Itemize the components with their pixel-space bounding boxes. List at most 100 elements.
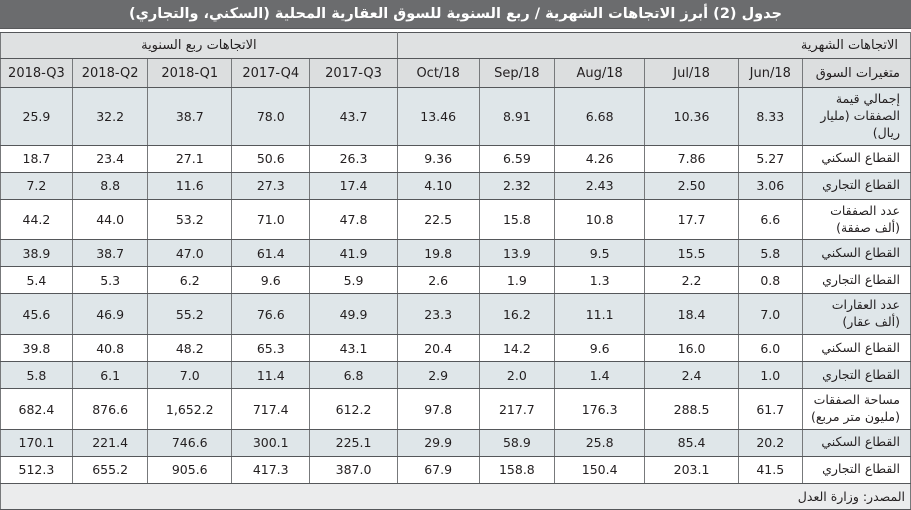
quarterly-value-cell: 9.6: [231, 266, 311, 295]
monthly-value-cell: 20.4: [396, 334, 480, 363]
monthly-value-cell: 4.10: [396, 171, 480, 200]
monthly-value-cell: 7.86: [644, 144, 739, 173]
quarterly-value-cell: 387.0: [309, 455, 398, 484]
quarterly-value-cell: 17.4: [309, 171, 398, 200]
monthly-value-cell: 2.32: [478, 171, 556, 200]
quarterly-value-cell: 32.2: [71, 87, 149, 146]
row-label: القطاع السكني: [801, 334, 911, 363]
quarterly-value-cell: 221.4: [71, 428, 149, 457]
quarterly-value-cell: 49.9: [309, 293, 398, 336]
quarterly-value-cell: 41.9: [309, 239, 398, 268]
row-label: القطاع التجاري: [801, 266, 911, 295]
quarterly-value-cell: 612.2: [309, 388, 398, 430]
column-header-quarter: 2017-Q3: [309, 58, 398, 88]
quarterly-value-cell: 417.3: [231, 455, 311, 484]
quarterly-value-cell: 65.3: [231, 334, 311, 363]
table-body: 25.9 32.2 38.7 78.0 43.7 13.46 8.91 6.68 10.36 8.…: [0, 87, 911, 484]
column-header-quarter: 2017-Q4: [231, 58, 311, 88]
row-label: القطاع السكني: [801, 239, 911, 268]
quarterly-value-cell: 71.0: [231, 198, 311, 241]
table-row: 7.2 8.8 11.6 27.3 17.4 4.10 2.32 2.43 2.50 3.06 ال…: [0, 171, 911, 200]
row-label: القطاع السكني: [801, 144, 911, 173]
monthly-value-cell: 13.46: [396, 87, 480, 146]
monthly-value-cell: 16.0: [644, 334, 739, 363]
monthly-value-cell: 6.59: [478, 144, 556, 173]
quarterly-value-cell: 25.9: [0, 87, 73, 146]
column-header-month: Jun/18: [737, 58, 803, 88]
quarterly-value-cell: 27.1: [147, 144, 233, 173]
real-estate-trends-table: الاتجاهات ربع السنوية الاتجاهات الشهرية …: [0, 32, 911, 510]
row-label: القطاع التجاري: [801, 455, 911, 484]
monthly-value-cell: 85.4: [644, 428, 739, 457]
monthly-value-cell: 15.5: [644, 239, 739, 268]
table-row: 38.9 38.7 47.0 61.4 41.9 19.8 13.9 9.5 15.5 5.8 ال…: [0, 239, 911, 268]
monthly-value-cell: 288.5: [644, 388, 739, 430]
monthly-value-cell: 19.8: [396, 239, 480, 268]
monthly-value-cell: 6.6: [737, 198, 803, 241]
quarterly-trends-section-header: الاتجاهات ربع السنوية: [0, 32, 398, 59]
quarterly-value-cell: 717.4: [231, 388, 311, 430]
monthly-value-cell: 2.4: [644, 361, 739, 390]
table-row: 25.9 32.2 38.7 78.0 43.7 13.46 8.91 6.68 10.36 8.…: [0, 87, 911, 146]
column-header-quarter: 2018-Q1: [147, 58, 233, 88]
monthly-value-cell: 15.8: [478, 198, 556, 241]
monthly-value-cell: 9.5: [554, 239, 646, 268]
monthly-value-cell: 2.50: [644, 171, 739, 200]
source-note: المصدر: وزارة العدل: [0, 482, 911, 510]
monthly-value-cell: 7.0: [737, 293, 803, 336]
quarterly-value-cell: 512.3: [0, 455, 73, 484]
table-row: 18.7 23.4 27.1 50.6 26.3 9.36 6.59 4.26 7.86 5.27…: [0, 144, 911, 173]
monthly-value-cell: 2.6: [396, 266, 480, 295]
monthly-value-cell: 6.68: [554, 87, 646, 146]
monthly-value-cell: 9.36: [396, 144, 480, 173]
row-label: القطاع التجاري: [801, 361, 911, 390]
monthly-value-cell: 6.0: [737, 334, 803, 363]
quarterly-value-cell: 38.9: [0, 239, 73, 268]
quarterly-value-cell: 46.9: [71, 293, 149, 336]
quarterly-value-cell: 44.2: [0, 198, 73, 241]
monthly-value-cell: 10.36: [644, 87, 739, 146]
quarterly-value-cell: 23.4: [71, 144, 149, 173]
section-header-row: الاتجاهات ربع السنوية الاتجاهات الشهرية: [0, 32, 911, 59]
quarterly-value-cell: 5.9: [309, 266, 398, 295]
quarterly-value-cell: 27.3: [231, 171, 311, 200]
quarterly-value-cell: 53.2: [147, 198, 233, 241]
quarterly-value-cell: 39.8: [0, 334, 73, 363]
monthly-value-cell: 1.4: [554, 361, 646, 390]
row-label: إجمالي قيمة الصفقات (مليار ريال): [801, 87, 911, 146]
quarterly-value-cell: 47.0: [147, 239, 233, 268]
quarterly-value-cell: 43.1: [309, 334, 398, 363]
monthly-value-cell: 2.43: [554, 171, 646, 200]
monthly-trends-section-header: الاتجاهات الشهرية: [396, 32, 911, 59]
monthly-value-cell: 2.2: [644, 266, 739, 295]
monthly-value-cell: 25.8: [554, 428, 646, 457]
monthly-value-cell: 61.7: [737, 388, 803, 430]
quarterly-value-cell: 746.6: [147, 428, 233, 457]
quarterly-value-cell: 11.6: [147, 171, 233, 200]
table-row: 512.3 655.2 905.6 417.3 387.0 67.9 158.8 150.4 2…: [0, 455, 911, 484]
quarterly-value-cell: 170.1: [0, 428, 73, 457]
monthly-value-cell: 23.3: [396, 293, 480, 336]
monthly-value-cell: 150.4: [554, 455, 646, 484]
monthly-value-cell: 67.9: [396, 455, 480, 484]
monthly-value-cell: 14.2: [478, 334, 556, 363]
column-header-quarter: 2018-Q2: [71, 58, 149, 88]
monthly-value-cell: 20.2: [737, 428, 803, 457]
monthly-value-cell: 9.6: [554, 334, 646, 363]
monthly-value-cell: 203.1: [644, 455, 739, 484]
quarterly-value-cell: 26.3: [309, 144, 398, 173]
monthly-value-cell: 16.2: [478, 293, 556, 336]
quarterly-value-cell: 5.8: [0, 361, 73, 390]
quarterly-value-cell: 43.7: [309, 87, 398, 146]
monthly-value-cell: 1.9: [478, 266, 556, 295]
quarterly-value-cell: 18.7: [0, 144, 73, 173]
quarterly-value-cell: 5.3: [71, 266, 149, 295]
monthly-value-cell: 5.8: [737, 239, 803, 268]
table-row: 682.4 876.6 1,652.2 717.4 612.2 97.8 217.7 176.…: [0, 388, 911, 430]
monthly-value-cell: 8.33: [737, 87, 803, 146]
quarterly-value-cell: 78.0: [231, 87, 311, 146]
monthly-value-cell: 29.9: [396, 428, 480, 457]
row-label: القطاع التجاري: [801, 171, 911, 200]
quarterly-value-cell: 5.4: [0, 266, 73, 295]
